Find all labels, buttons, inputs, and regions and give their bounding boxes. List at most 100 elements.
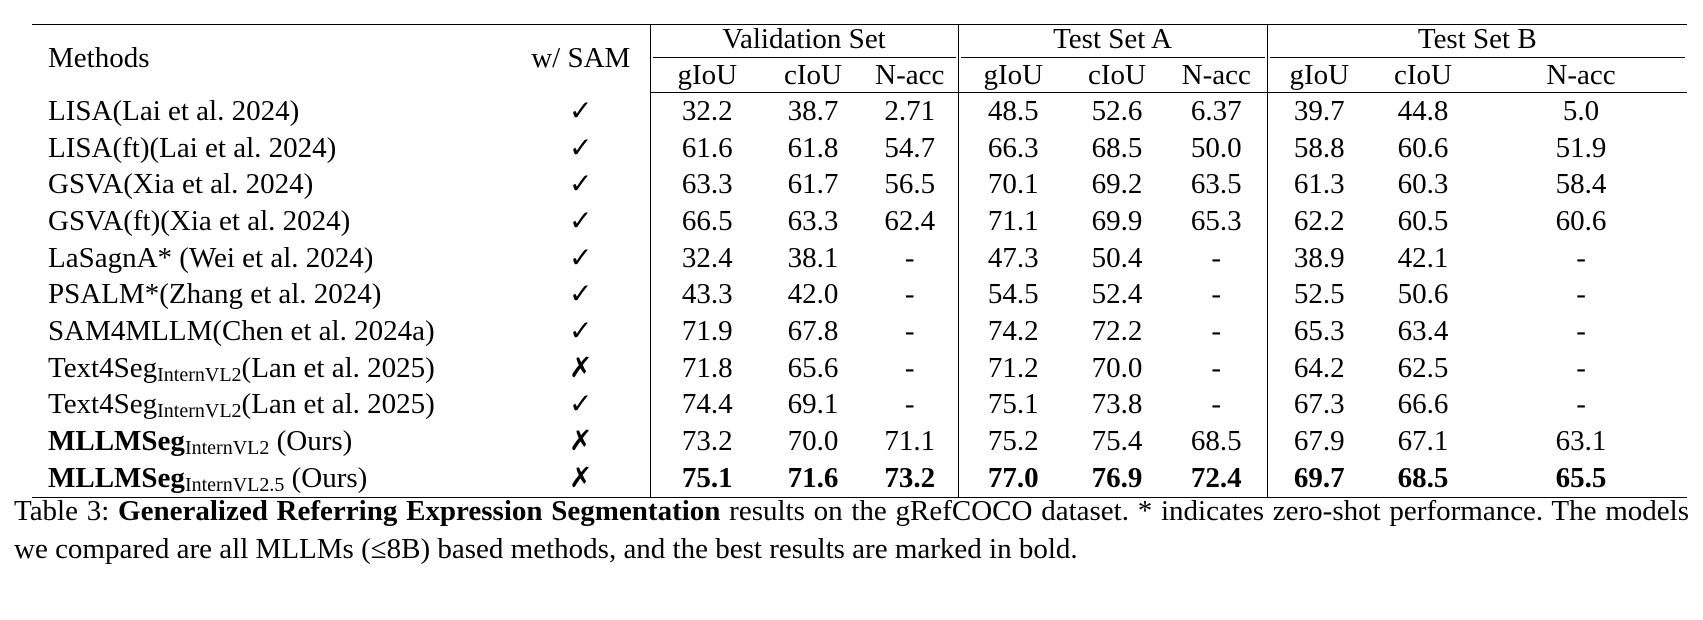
table-row: GSVA(Xia et al. 2024) ✓ 63.3 61.7 56.5 70.1 69… xyxy=(32,166,1687,204)
value-cell: 67.9 xyxy=(1266,423,1372,460)
value-cell: 65.3 xyxy=(1190,204,1242,237)
value-cell: 75.1 xyxy=(649,459,764,498)
value-cell: 56.5 xyxy=(884,168,936,201)
table-caption: Table 3: Generalized Referring Expressio… xyxy=(14,492,1689,568)
value-cell: 77.0 xyxy=(957,459,1068,498)
value-cell: 65.3 xyxy=(1266,313,1372,350)
sam-cell: ✗ xyxy=(512,459,650,498)
value-cell: - xyxy=(904,314,915,347)
cross-mark-icon: ✗ xyxy=(569,350,593,384)
metric-header: gIoU xyxy=(649,58,764,93)
value-cell: - xyxy=(1576,351,1586,384)
value-cell: 65.6 xyxy=(787,351,839,384)
value-cell: 69.9 xyxy=(1091,204,1143,237)
method-cell: GSVA(Xia et al. 2024) xyxy=(32,166,512,203)
method-citation: (Ours) xyxy=(269,425,353,458)
metric-header: gIoU xyxy=(1266,58,1372,93)
caption-label: Table 3: xyxy=(14,495,119,527)
metric-header: N-acc xyxy=(1475,58,1688,93)
caption-text: results on the gRefCOCO dataset. * indic… xyxy=(14,495,1689,565)
test-set-a-label: Test Set A xyxy=(960,25,1265,58)
value-cell: 60.6 xyxy=(1397,131,1449,164)
value-cell: 69.7 xyxy=(1266,459,1372,498)
value-cell: 44.8 xyxy=(1397,94,1449,127)
value-cell: 38.1 xyxy=(787,241,839,274)
validation-set-header: Validation Set xyxy=(649,24,958,58)
value-cell: 69.2 xyxy=(1091,168,1143,201)
value-cell: 62.4 xyxy=(884,204,936,237)
sam-cell: ✓ xyxy=(512,387,650,424)
sam-cell: ✓ xyxy=(512,166,650,203)
results-table-body: LISA(Lai et al. 2024) ✓ 32.2 38.7 2.71 48.5 52… xyxy=(32,92,1688,498)
table-row: LISA(ft)(Lai et al. 2024) ✓ 61.6 61.8 54.7 66… xyxy=(32,129,1687,167)
sam-cell: ✗ xyxy=(512,350,650,387)
method-name: PSALM* xyxy=(48,278,160,311)
value-cell: 67.1 xyxy=(1397,425,1449,458)
value-cell: 71.8 xyxy=(649,349,764,387)
value-cell: 61.3 xyxy=(1266,166,1372,204)
value-cell: - xyxy=(1576,278,1586,311)
value-cell: - xyxy=(904,241,915,274)
sam-cell: ✗ xyxy=(512,423,650,460)
value-cell: 64.2 xyxy=(1266,349,1372,387)
table-row: LISA(Lai et al. 2024) ✓ 32.2 38.7 2.71 48.5 52… xyxy=(32,92,1687,130)
method-cell: LISA(Lai et al. 2024) xyxy=(32,93,512,130)
method-subscript: InternVL2 xyxy=(157,363,242,386)
cross-mark-icon: ✗ xyxy=(569,424,593,458)
value-cell: - xyxy=(1576,388,1586,421)
value-cell: - xyxy=(1211,278,1222,311)
sam-cell: ✓ xyxy=(512,313,650,350)
table-row: PSALM*(Zhang et al. 2024) ✓ 43.3 42.0 - 54.5 5… xyxy=(32,276,1687,314)
value-cell: 61.8 xyxy=(787,131,839,164)
sam-cell: ✓ xyxy=(512,203,650,240)
value-cell: 75.2 xyxy=(957,423,1068,460)
value-cell: 32.4 xyxy=(649,239,764,277)
table-row: LaSagnA* (Wei et al. 2024) ✓ 32.4 38.1 - 47.3… xyxy=(32,239,1687,277)
value-cell: 48.5 xyxy=(957,92,1068,130)
value-cell: - xyxy=(1211,351,1222,384)
method-citation: (Lai et al. 2024) xyxy=(112,94,300,127)
method-citation: (Lan et al. 2025) xyxy=(241,388,435,421)
value-cell: 68.5 xyxy=(1190,425,1242,458)
method-citation: (Xia et al. 2024) xyxy=(160,204,351,237)
table-row: MLLMSegInternVL2.5 (Ours) ✗ 75.1 71.6 73.2 77… xyxy=(32,459,1688,498)
metric-header: N-acc xyxy=(1166,58,1268,93)
value-cell: 38.9 xyxy=(1266,239,1372,277)
method-citation: (Chen et al. 2024a) xyxy=(212,314,435,347)
table-row: Text4SegInternVL2(Lan et al. 2025) ✓ 74.4 6… xyxy=(32,386,1687,424)
method-subscript: InternVL2 xyxy=(184,437,270,460)
value-cell: 43.3 xyxy=(649,276,764,314)
metric-header: N-acc xyxy=(862,58,958,93)
method-cell: PSALM*(Zhang et al. 2024) xyxy=(32,276,512,313)
sam-header: w/ SAM xyxy=(512,24,650,93)
value-cell: 58.4 xyxy=(1555,168,1607,201)
value-cell: 71.1 xyxy=(957,203,1068,240)
value-cell: 71.1 xyxy=(884,425,936,458)
results-table: Methods w/ SAM Validation Set Test Set A… xyxy=(32,24,1688,498)
value-cell: 60.5 xyxy=(1397,204,1449,237)
value-cell: 62.5 xyxy=(1397,351,1449,384)
value-cell: 67.8 xyxy=(787,314,839,347)
method-name: MLLMSeg xyxy=(48,461,185,494)
value-cell: 70.0 xyxy=(1091,351,1143,384)
results-table-container: Methods w/ SAM Validation Set Test Set A… xyxy=(32,24,1688,498)
value-cell: - xyxy=(1211,388,1222,421)
method-name: LaSagnA* xyxy=(48,241,173,274)
value-cell: 32.2 xyxy=(649,92,764,130)
method-name: Text4Seg xyxy=(48,351,158,384)
sam-cell: ✓ xyxy=(512,93,650,130)
method-subscript: InternVL2.5 xyxy=(184,473,285,496)
validation-set-label: Validation Set xyxy=(652,25,956,58)
value-cell: 67.3 xyxy=(1266,386,1372,424)
method-name: LISA xyxy=(48,94,113,127)
value-cell: 76.9 xyxy=(1068,459,1166,498)
value-cell: 74.4 xyxy=(649,386,764,424)
sam-cell: ✓ xyxy=(512,276,650,313)
method-citation: (Ours) xyxy=(284,461,368,494)
value-cell: 50.0 xyxy=(1190,131,1242,164)
test-set-b-label: Test Set B xyxy=(1269,25,1686,58)
value-cell: - xyxy=(1576,241,1586,274)
method-citation: (Lan et al. 2025) xyxy=(241,351,435,384)
value-cell: 71.9 xyxy=(649,313,764,350)
value-cell: - xyxy=(1211,241,1222,274)
